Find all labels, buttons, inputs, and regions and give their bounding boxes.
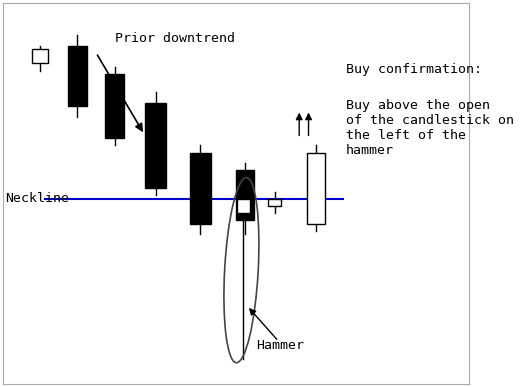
Bar <box>237 199 250 213</box>
Bar <box>269 199 281 206</box>
Bar <box>145 103 166 188</box>
Bar <box>68 46 87 106</box>
Text: Prior downtrend: Prior downtrend <box>115 32 235 45</box>
Bar <box>32 49 48 63</box>
Text: Buy above the open
of the candlestick on
the left of the
hammer: Buy above the open of the candlestick on… <box>346 99 514 157</box>
Bar <box>236 170 254 220</box>
Text: Buy confirmation:: Buy confirmation: <box>346 63 482 76</box>
Bar <box>105 74 124 138</box>
Text: Neckline: Neckline <box>5 192 68 205</box>
Bar <box>307 152 326 224</box>
Bar <box>190 152 211 224</box>
Text: Hammer: Hammer <box>256 339 304 351</box>
